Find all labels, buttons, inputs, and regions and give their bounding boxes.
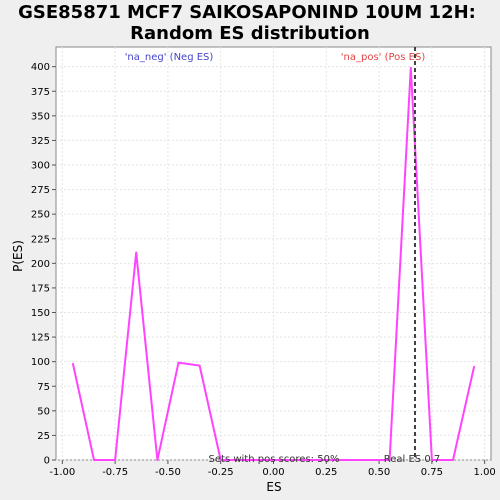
- y-tick-label: 75: [37, 382, 50, 393]
- series-point: [431, 459, 433, 461]
- na-pos-label: 'na_pos' (Pos ES): [341, 52, 426, 63]
- y-tick-label: 100: [31, 357, 50, 368]
- series-point: [388, 459, 391, 461]
- y-tick-label: 125: [31, 333, 50, 344]
- x-axis-ticks: -1.00 -0.75 -0.50 -0.25 0.00 0.25 0.50 0.75 1.00: [49, 460, 496, 478]
- series-point: [198, 364, 201, 367]
- y-tick-label: 150: [31, 308, 50, 319]
- x-axis-label: ES: [266, 480, 281, 494]
- sets-pos-scores-note: Sets with pos scores: 50%: [209, 454, 340, 465]
- y-axis-label: P(ES): [11, 240, 25, 272]
- x-tick-label: -0.75: [102, 467, 128, 478]
- x-tick-label: -0.50: [155, 467, 181, 478]
- y-tick-label: 375: [31, 87, 50, 98]
- x-tick-label: 0.25: [315, 467, 337, 478]
- series-point: [473, 365, 475, 368]
- x-tick-label: 0.50: [368, 467, 390, 478]
- x-tick-label: -0.25: [208, 467, 234, 478]
- y-axis-ticks: 0 25 50 75 100 125 150 175 200 225 250 275 300 325 350…: [31, 62, 56, 467]
- y-tick-label: 275: [31, 185, 50, 196]
- series-point: [72, 362, 74, 365]
- y-tick-label: 250: [31, 210, 50, 221]
- y-tick-label: 300: [31, 161, 50, 172]
- series-point: [156, 459, 159, 461]
- x-tick-label: 0.75: [421, 467, 443, 478]
- series-lines: [71, 66, 476, 461]
- y-tick-label: 0: [44, 456, 50, 467]
- series-point: [409, 66, 412, 69]
- series-point: [452, 459, 454, 461]
- y-tick-label: 325: [31, 136, 50, 147]
- y-tick-label: 200: [31, 259, 50, 270]
- x-tick-label: -1.00: [49, 467, 75, 478]
- x-tick-label: 0.00: [262, 467, 284, 478]
- series-point: [93, 459, 95, 461]
- na-neg-label: 'na_neg' (Neg ES): [125, 52, 214, 63]
- y-tick-label: 350: [31, 111, 50, 122]
- y-tick-label: 175: [31, 283, 50, 294]
- y-tick-label: 50: [37, 406, 50, 417]
- series-point: [135, 251, 138, 254]
- y-tick-label: 400: [31, 62, 50, 73]
- y-tick-label: 225: [31, 234, 50, 245]
- y-tick-label: 25: [37, 431, 50, 442]
- series-point: [219, 459, 222, 461]
- series-point: [177, 361, 180, 364]
- real-es-label: Real ES 0.7: [384, 454, 440, 465]
- series-point: [114, 459, 116, 461]
- chart-title-line-1: GSE85871 MCF7 SAIKOSAPONIND 10UM 12H:: [18, 2, 476, 23]
- chart-title-line-2: Random ES distribution: [130, 23, 370, 44]
- x-tick-label: 1.00: [474, 467, 496, 478]
